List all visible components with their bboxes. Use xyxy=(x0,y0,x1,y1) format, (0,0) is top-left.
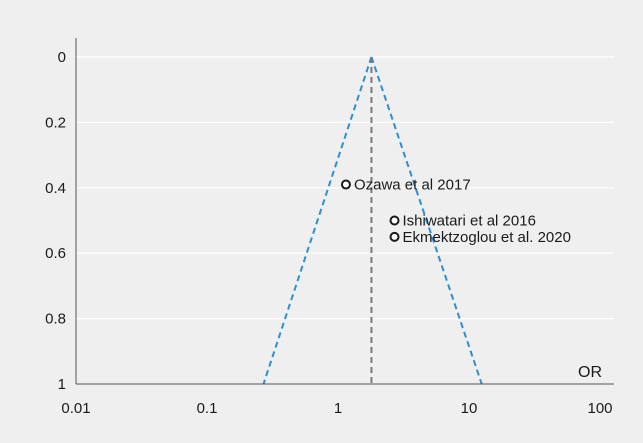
x-tick-label: 0.1 xyxy=(197,400,218,417)
x-tick-label: 1 xyxy=(334,400,342,417)
study-label: Ishiwatari et al 2016 xyxy=(403,213,536,230)
study-point xyxy=(389,231,400,242)
funnel-left-bound xyxy=(262,56,373,385)
y-tick-label: 0 xyxy=(58,49,66,66)
x-tick-label: 0.01 xyxy=(61,400,90,417)
x-tick-label: 100 xyxy=(587,400,612,417)
study-label: Ekmektzoglou et al. 2020 xyxy=(403,229,571,246)
y-tick-label: 0.8 xyxy=(45,311,66,328)
study-point xyxy=(340,179,351,190)
funnel-right-bound xyxy=(370,56,483,385)
y-tick-label: 0.2 xyxy=(45,114,66,131)
funnel-bounds xyxy=(262,56,483,385)
tick-labels: 0 0.2 0.4 0.6 0.8 1 0.01 0.1 1 10 100 xyxy=(45,49,612,417)
axes xyxy=(75,38,614,385)
x-tick-label: 10 xyxy=(461,400,478,417)
study-label: Ozawa et al 2017 xyxy=(354,177,471,194)
y-tick-label: 1 xyxy=(58,376,66,393)
study-point xyxy=(389,215,400,226)
y-tick-label: 0.6 xyxy=(45,245,66,262)
study-points: Ozawa et al 2017 Ishiwatari et al 2016Ekm… xyxy=(340,177,571,246)
x-axis-title: OR xyxy=(578,364,602,381)
y-tick-label: 0.4 xyxy=(45,180,66,197)
